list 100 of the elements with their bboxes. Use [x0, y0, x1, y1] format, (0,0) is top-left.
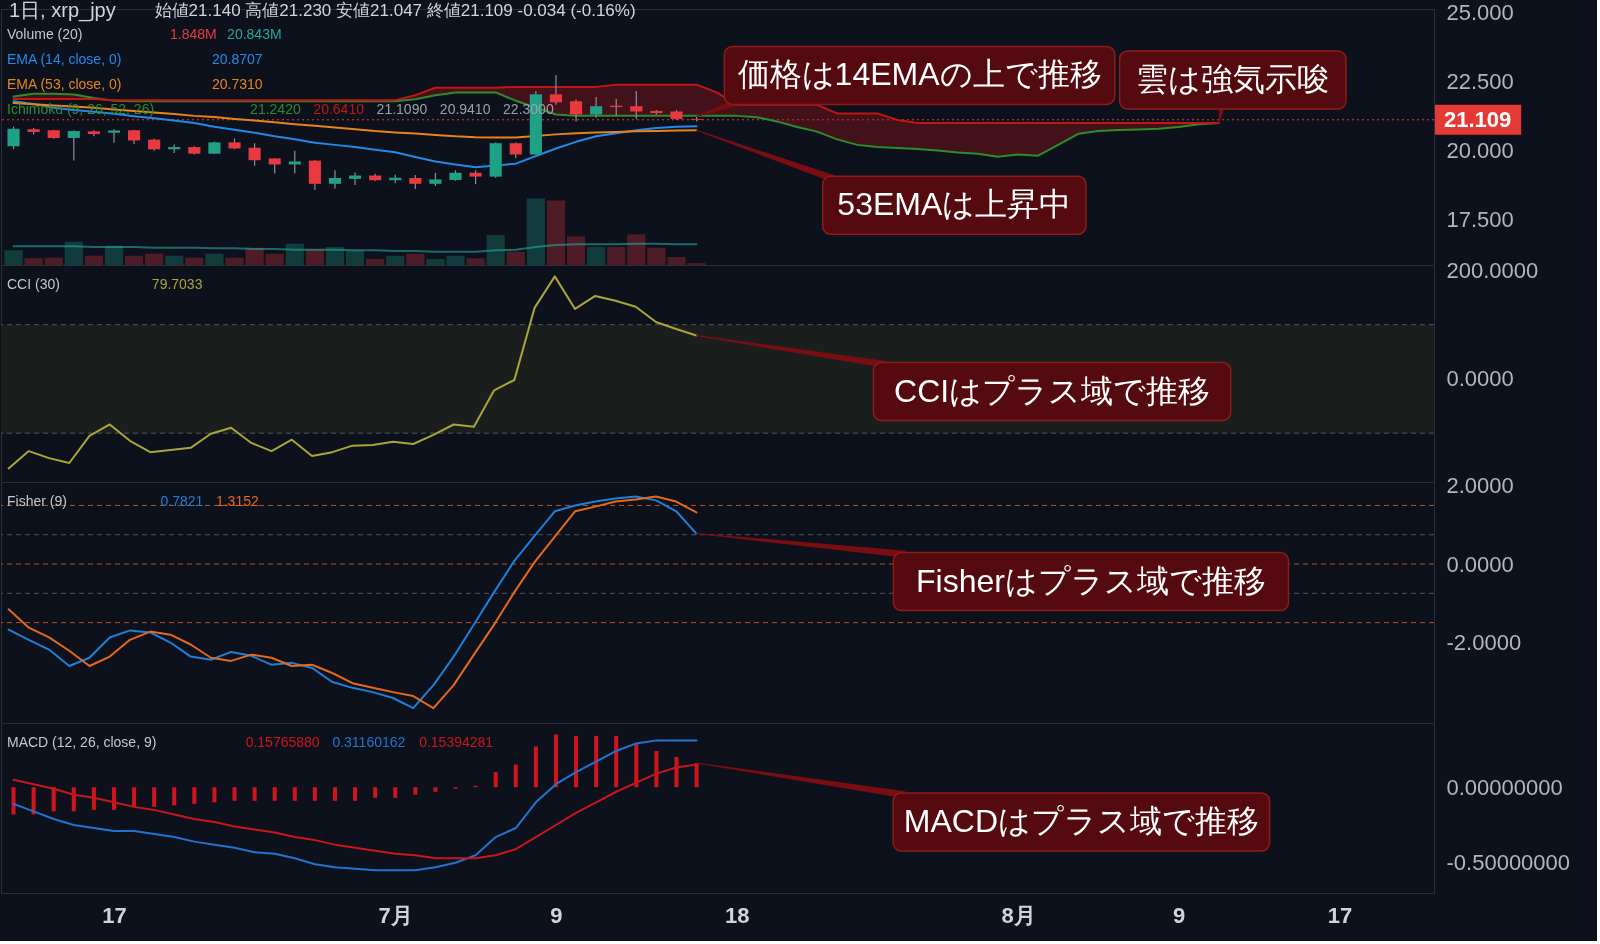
y-tick-label: 0.0000: [1446, 551, 1514, 577]
candlestick: [590, 96, 603, 119]
bar: [406, 253, 425, 265]
bar: [426, 259, 445, 265]
bar: [493, 772, 498, 788]
candlestick: [288, 150, 301, 175]
bar: [446, 255, 465, 265]
bar: [4, 250, 23, 265]
text: MACD (12, 26, close, 9): [7, 734, 157, 750]
bar: [607, 247, 626, 265]
bar: [353, 787, 358, 801]
series-label: EMA (53, close, 0): [7, 76, 122, 92]
annotation: 79.7033: [151, 276, 203, 292]
line-series: [7, 275, 698, 470]
bar: [91, 787, 96, 810]
y-tick-label: -2.0000: [1446, 629, 1522, 655]
annotation: CCIはプラス域で推移: [894, 372, 1211, 409]
annotation: 0.7821: [160, 493, 204, 509]
bar: [11, 787, 16, 815]
bar: [232, 787, 237, 801]
annotation: MACDはプラス域で推移: [903, 803, 1259, 840]
bar: [667, 257, 686, 265]
y-tick-label: 17.500: [1446, 206, 1514, 232]
bar: [132, 787, 137, 807]
bar: [587, 247, 606, 265]
x-tick-label: 9: [550, 902, 563, 928]
bar: [265, 253, 284, 265]
x-tick-label: 8月: [1001, 902, 1036, 928]
bar: [252, 787, 257, 801]
bar: [413, 787, 418, 795]
bar: [574, 735, 579, 788]
bar: [145, 253, 164, 265]
bar: [506, 251, 525, 265]
y-tick-label: 20.000: [1446, 137, 1514, 163]
bar: [272, 787, 277, 801]
y-tick-label: 2.0000: [1446, 473, 1514, 499]
text: EMA (14, close, 0): [7, 51, 122, 67]
annotation: 21.1090: [376, 101, 428, 117]
annotation: 1.848M: [170, 26, 217, 42]
candlestick: [67, 129, 80, 162]
text: Volume (20): [7, 26, 83, 42]
ref-line-label: 21.109: [1444, 106, 1512, 132]
bar: [212, 787, 217, 803]
annotation: 雲は強気示唆: [1136, 61, 1330, 98]
y-tick-label: 25.000: [1446, 0, 1514, 25]
candlestick: [248, 142, 261, 167]
bar: [393, 787, 398, 798]
chart-subtitle: 始値21.140 高値21.230 安値21.047 終値21.109 -0.034 (-0.16%): [154, 1, 636, 20]
annotation: 0.31160162: [332, 734, 406, 750]
y-tick-label: 200.0000: [1446, 257, 1539, 283]
annotation: 20.6410: [313, 101, 365, 117]
bar: [312, 787, 317, 801]
bar: [526, 198, 545, 265]
bar: [566, 236, 586, 265]
x-tick-label: 9: [1173, 902, 1186, 928]
y-tick-label: -0.50000000: [1446, 850, 1571, 876]
x-tick-label: 17: [1327, 902, 1353, 928]
candlestick: [549, 74, 563, 106]
bar: [466, 258, 485, 265]
bar: [71, 787, 76, 812]
candlestick: [630, 90, 643, 120]
bar: [225, 257, 244, 265]
annotation: 20.7310: [212, 76, 263, 92]
bar: [546, 200, 566, 265]
x-tick-label: 7月: [378, 902, 413, 928]
annotation: 53EMAは上昇中: [837, 186, 1072, 223]
annotation: 1.3152: [215, 493, 259, 509]
bar: [205, 253, 224, 265]
bar: [111, 787, 116, 810]
bar: [614, 735, 619, 788]
y-tick-label: 0.00000000: [1446, 774, 1563, 800]
candlestick: [308, 159, 321, 191]
bar: [366, 259, 385, 265]
bar: [185, 257, 204, 265]
chart-title: 1日, xrp_jpy: [9, 0, 116, 22]
bar: [553, 734, 558, 788]
bar: [345, 250, 365, 265]
text: Fisher (9): [7, 493, 67, 509]
bar: [647, 247, 666, 265]
bar: [594, 735, 599, 788]
bar: [627, 234, 646, 265]
bar: [152, 787, 157, 807]
bar: [373, 787, 378, 798]
annotation: 20.9410: [439, 101, 491, 117]
candlestick: [7, 126, 20, 150]
bar: [292, 787, 297, 801]
bar: [24, 258, 43, 265]
bar: [84, 255, 103, 265]
annotation: 21.2420: [250, 101, 301, 117]
bar: [332, 787, 337, 801]
annotation: 0.15394281: [419, 734, 494, 750]
bar: [192, 787, 197, 804]
annotation: 20.8707: [212, 51, 263, 67]
annotation: 価格は14EMAの上で推移: [737, 56, 1102, 93]
annotation: Fisherはプラス域で推移: [915, 562, 1266, 599]
text: CCI (30): [7, 276, 60, 292]
bar: [51, 787, 56, 812]
x-tick-label: 17: [102, 902, 127, 928]
annotation: 0.15765880: [245, 734, 320, 750]
bar: [124, 255, 144, 265]
